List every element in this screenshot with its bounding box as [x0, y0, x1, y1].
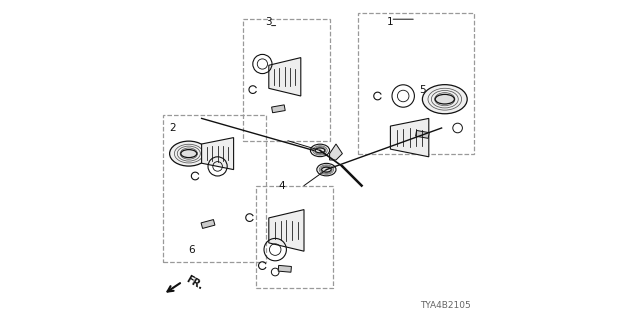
Ellipse shape	[170, 141, 208, 166]
Text: TYA4B2105: TYA4B2105	[420, 301, 470, 310]
Text: 6: 6	[189, 244, 195, 255]
Ellipse shape	[310, 144, 330, 157]
Bar	[278, 265, 291, 272]
Ellipse shape	[315, 148, 325, 153]
Text: 3: 3	[266, 17, 272, 28]
Text: 2: 2	[170, 123, 176, 133]
Polygon shape	[330, 144, 342, 160]
Text: 1: 1	[387, 17, 394, 28]
Polygon shape	[269, 210, 304, 251]
Ellipse shape	[422, 85, 467, 114]
Bar	[201, 220, 215, 228]
Text: 4: 4	[278, 180, 285, 191]
Bar	[415, 131, 429, 138]
Polygon shape	[390, 118, 429, 157]
Ellipse shape	[435, 94, 454, 104]
Bar	[256, 186, 333, 288]
Polygon shape	[202, 138, 234, 170]
Text: 5: 5	[419, 84, 426, 95]
Polygon shape	[269, 58, 301, 96]
Ellipse shape	[181, 150, 197, 158]
Ellipse shape	[321, 167, 332, 172]
Ellipse shape	[317, 163, 336, 176]
Bar	[271, 105, 285, 113]
Bar	[358, 13, 474, 154]
Bar	[243, 19, 330, 141]
Text: FR.: FR.	[184, 274, 205, 292]
